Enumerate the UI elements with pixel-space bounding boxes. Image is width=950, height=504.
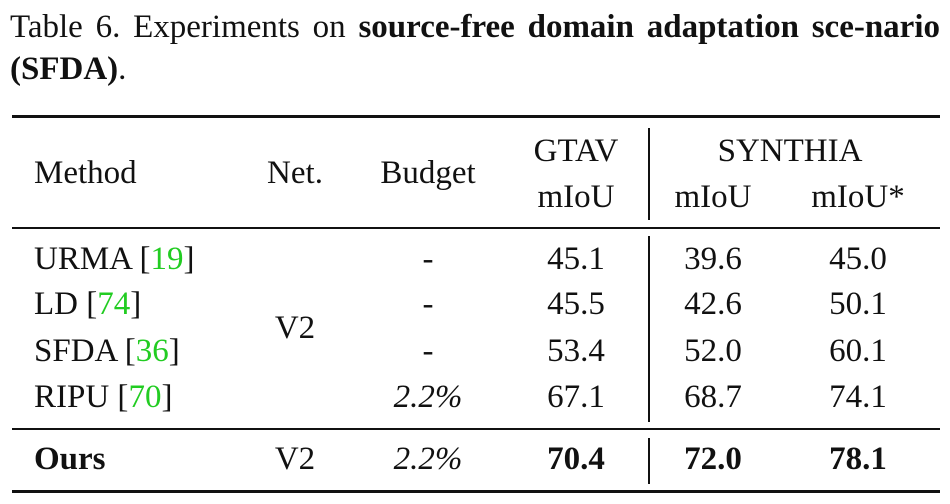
ours-net: V2 <box>274 441 316 477</box>
table-row-synthia: 52.0 <box>684 333 742 369</box>
header-net: Net. <box>267 155 323 191</box>
table-row-synthia: 42.6 <box>684 286 742 322</box>
header-synthia-miou-star: mIoU* <box>811 179 905 215</box>
table-row-gtav: 67.1 <box>547 379 605 415</box>
citation-link[interactable]: 36 <box>135 333 169 369</box>
header-method: Method <box>34 155 137 191</box>
table-row-synthia: 68.7 <box>684 379 742 415</box>
caption-suffix: . <box>118 51 127 87</box>
ours-synthia: 72.0 <box>684 441 742 477</box>
table-row-synthia: 39.6 <box>684 241 742 277</box>
table-row-budget: - <box>422 333 434 369</box>
table-row-method: RIPU [70] <box>34 379 173 415</box>
table-row-budget: 2.2% <box>393 379 463 415</box>
table-row-method: URMA [19] <box>34 241 195 277</box>
header-gtav: GTAV <box>533 133 619 169</box>
table-row-synthia-star: 50.1 <box>829 286 887 322</box>
ours-synthia-star: 78.1 <box>829 441 887 477</box>
table-row-gtav: 45.5 <box>547 286 605 322</box>
header-gtav-miou: mIoU <box>537 179 615 215</box>
column-separator-ours <box>648 438 650 484</box>
table-row-gtav: 45.1 <box>547 241 605 277</box>
table-row-budget: - <box>422 241 434 277</box>
citation-link[interactable]: 74 <box>97 286 131 322</box>
table-caption: Table 6. Experiments on source-free doma… <box>10 6 940 90</box>
column-separator-header <box>648 128 650 220</box>
citation-link[interactable]: 70 <box>128 379 162 415</box>
table-row-budget: - <box>422 286 434 322</box>
header-synthia: SYNTHIA <box>717 133 863 169</box>
table-row-synthia-star: 74.1 <box>829 379 887 415</box>
table-row-gtav: 53.4 <box>547 333 605 369</box>
top-rule <box>12 115 940 118</box>
ours-rule <box>12 428 940 430</box>
citation-link[interactable]: 19 <box>150 241 184 277</box>
ours-gtav: 70.4 <box>547 441 605 477</box>
table-row-synthia-star: 60.1 <box>829 333 887 369</box>
table-row-method: LD [74] <box>34 286 142 322</box>
header-synthia-miou: mIoU <box>674 179 752 215</box>
shared-net-v2: V2 <box>274 310 316 346</box>
column-separator-body <box>648 236 650 422</box>
header-budget: Budget <box>380 155 476 191</box>
ours-method: Ours <box>34 441 106 477</box>
bottom-rule <box>12 490 940 493</box>
table-row-synthia-star: 45.0 <box>829 241 887 277</box>
ours-budget: 2.2% <box>393 441 463 477</box>
header-rule <box>12 227 940 229</box>
caption-bold-title: source-free domain adaptation sce-nario … <box>10 9 940 87</box>
table-row-method: SFDA [36] <box>34 333 180 369</box>
caption-prefix: Table 6. Experiments on <box>10 9 359 45</box>
